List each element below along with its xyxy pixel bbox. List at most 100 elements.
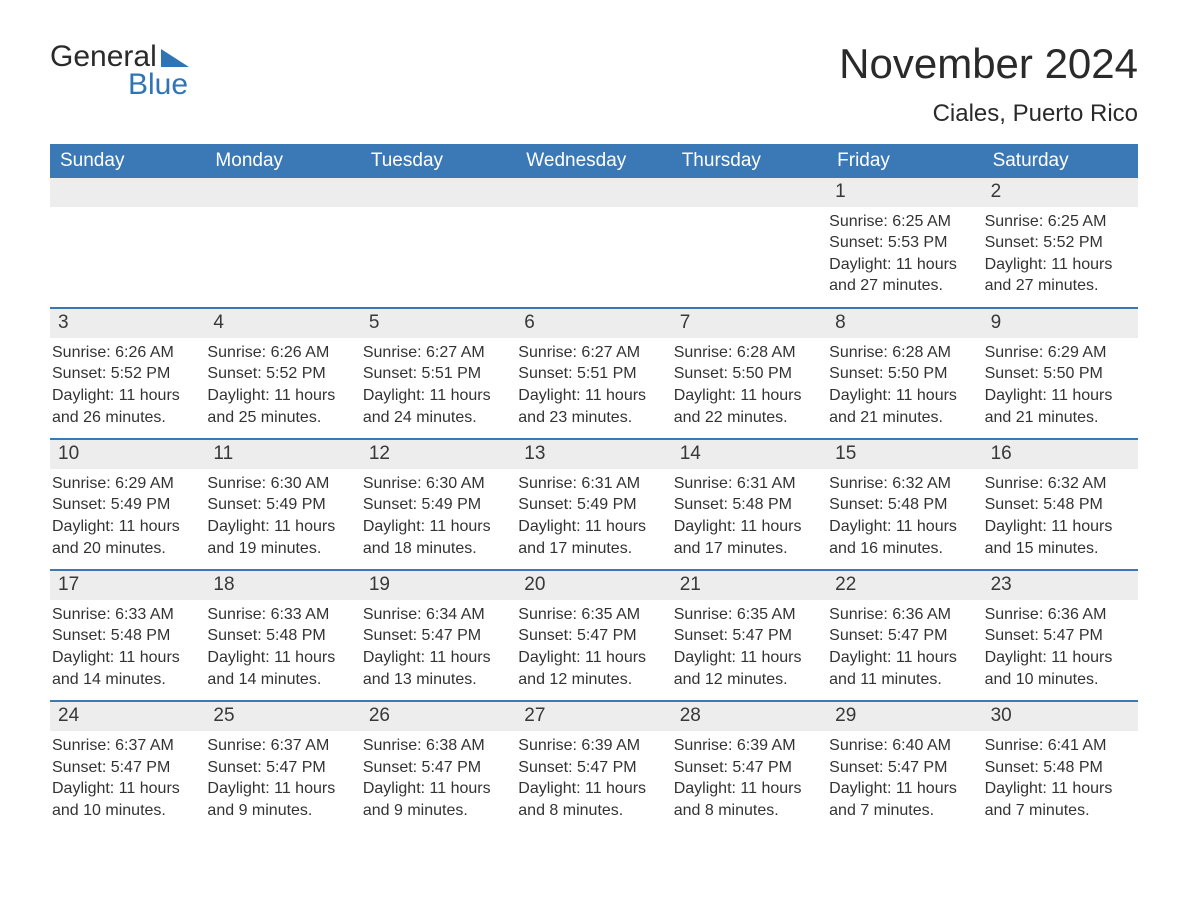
logo: General Blue <box>50 40 189 102</box>
calendar-cell: 11Sunrise: 6:30 AMSunset: 5:49 PMDayligh… <box>205 440 360 569</box>
sunset-line: Sunset: 5:47 PM <box>363 757 510 779</box>
sunset-line: Sunset: 5:53 PM <box>829 232 976 254</box>
calendar-cell: 25Sunrise: 6:37 AMSunset: 5:47 PMDayligh… <box>205 702 360 831</box>
calendar-cell: 10 Sunrise: 6:29 AMSunset: 5:49 PMDayligh… <box>50 440 205 569</box>
day-info: Sunrise: 6:25 AMSunset: 5:52 PMDaylight:… <box>983 207 1138 307</box>
day-info: Sunrise: 6:31 AMSunset: 5:48 PMDaylight:… <box>672 469 827 569</box>
sunset-line: Sunset: 5:48 PM <box>985 757 1132 779</box>
calendar-cell: 1Sunrise: 6:25 AMSunset: 5:53 PMDaylight… <box>827 178 982 307</box>
day-number: 18 <box>205 571 360 600</box>
daylight-line: Daylight: 11 hours and 16 minutes. <box>829 516 976 559</box>
sunrise-line: Sunrise: 6:40 AM <box>829 735 976 757</box>
calendar-cell: 30Sunrise: 6:41 AMSunset: 5:48 PMDayligh… <box>983 702 1138 831</box>
day-info: Sunrise: 6:36 AMSunset: 5:47 PMDaylight:… <box>827 600 982 700</box>
calendar-cell: 21Sunrise: 6:35 AMSunset: 5:47 PMDayligh… <box>672 571 827 700</box>
sunrise-line: Sunrise: 6:27 AM <box>363 342 510 364</box>
day-number: 10 <box>50 440 205 469</box>
day-info: Sunrise: 6:39 AMSunset: 5:47 PMDaylight:… <box>516 731 671 831</box>
calendar-cell <box>672 178 827 307</box>
daylight-line: Daylight: 11 hours and 26 minutes. <box>52 385 199 428</box>
calendar-cell: 13Sunrise: 6:31 AMSunset: 5:49 PMDayligh… <box>516 440 671 569</box>
daylight-line: Daylight: 11 hours and 9 minutes. <box>363 778 510 821</box>
sunset-line: Sunset: 5:48 PM <box>674 494 821 516</box>
day-info: Sunrise: 6:37 AMSunset: 5:47 PMDaylight:… <box>50 731 205 831</box>
day-number: 2 <box>983 178 1138 207</box>
day-number: 5 <box>361 309 516 338</box>
sunset-line: Sunset: 5:47 PM <box>207 757 354 779</box>
day-info: Sunrise: 6:27 AMSunset: 5:51 PMDaylight:… <box>361 338 516 438</box>
daylight-line: Daylight: 11 hours and 24 minutes. <box>363 385 510 428</box>
calendar-cell <box>50 178 205 307</box>
week-row: 1Sunrise: 6:25 AMSunset: 5:53 PMDaylight… <box>50 178 1138 307</box>
day-info: Sunrise: 6:41 AMSunset: 5:48 PMDaylight:… <box>983 731 1138 831</box>
sunset-line: Sunset: 5:47 PM <box>985 625 1132 647</box>
calendar-cell: 2Sunrise: 6:25 AMSunset: 5:52 PMDaylight… <box>983 178 1138 307</box>
daylight-line: Daylight: 11 hours and 7 minutes. <box>985 778 1132 821</box>
day-number-empty <box>50 178 205 207</box>
sunrise-line: Sunrise: 6:39 AM <box>674 735 821 757</box>
sunrise-line: Sunrise: 6:30 AM <box>207 473 354 495</box>
sunrise-line: Sunrise: 6:35 AM <box>518 604 665 626</box>
day-info: Sunrise: 6:32 AMSunset: 5:48 PMDaylight:… <box>983 469 1138 569</box>
day-info: Sunrise: 6:35 AMSunset: 5:47 PMDaylight:… <box>672 600 827 700</box>
sunset-line: Sunset: 5:47 PM <box>829 625 976 647</box>
page-title: November 2024 <box>839 40 1138 88</box>
daylight-line: Daylight: 11 hours and 13 minutes. <box>363 647 510 690</box>
sunrise-line: Sunrise: 6:29 AM <box>985 342 1132 364</box>
calendar-cell: 9Sunrise: 6:29 AMSunset: 5:50 PMDaylight… <box>983 309 1138 438</box>
day-number-empty <box>516 178 671 207</box>
calendar-cell: 27Sunrise: 6:39 AMSunset: 5:47 PMDayligh… <box>516 702 671 831</box>
calendar-cell <box>205 178 360 307</box>
daylight-line: Daylight: 11 hours and 14 minutes. <box>52 647 199 690</box>
daylight-line: Daylight: 11 hours and 20 minutes. <box>52 516 199 559</box>
daylight-line: Daylight: 11 hours and 14 minutes. <box>207 647 354 690</box>
sunrise-line: Sunrise: 6:34 AM <box>363 604 510 626</box>
day-info: Sunrise: 6:28 AMSunset: 5:50 PMDaylight:… <box>827 338 982 438</box>
day-number-empty <box>361 178 516 207</box>
sunset-line: Sunset: 5:52 PM <box>985 232 1132 254</box>
calendar-cell: 4Sunrise: 6:26 AMSunset: 5:52 PMDaylight… <box>205 309 360 438</box>
sunset-line: Sunset: 5:49 PM <box>52 494 199 516</box>
daylight-line: Daylight: 11 hours and 21 minutes. <box>985 385 1132 428</box>
day-number: 22 <box>827 571 982 600</box>
sunset-line: Sunset: 5:47 PM <box>674 757 821 779</box>
sunset-line: Sunset: 5:51 PM <box>518 363 665 385</box>
daylight-line: Daylight: 11 hours and 18 minutes. <box>363 516 510 559</box>
sunrise-line: Sunrise: 6:33 AM <box>52 604 199 626</box>
sunrise-line: Sunrise: 6:36 AM <box>985 604 1132 626</box>
calendar-cell: 17Sunrise: 6:33 AMSunset: 5:48 PMDayligh… <box>50 571 205 700</box>
daylight-line: Daylight: 11 hours and 7 minutes. <box>829 778 976 821</box>
calendar: SundayMondayTuesdayWednesdayThursdayFrid… <box>50 144 1138 831</box>
daylight-line: Daylight: 11 hours and 17 minutes. <box>674 516 821 559</box>
daylight-line: Daylight: 11 hours and 19 minutes. <box>207 516 354 559</box>
dayhead-thursday: Thursday <box>672 144 827 178</box>
sunrise-line: Sunrise: 6:38 AM <box>363 735 510 757</box>
day-info: Sunrise: 6:30 AMSunset: 5:49 PMDaylight:… <box>361 469 516 569</box>
daylight-line: Daylight: 11 hours and 8 minutes. <box>518 778 665 821</box>
day-number: 24 <box>50 702 205 731</box>
sunrise-line: Sunrise: 6:29 AM <box>52 473 199 495</box>
day-info: Sunrise: 6:32 AMSunset: 5:48 PMDaylight:… <box>827 469 982 569</box>
day-number: 12 <box>361 440 516 469</box>
day-number: 27 <box>516 702 671 731</box>
day-info: Sunrise: 6:30 AMSunset: 5:49 PMDaylight:… <box>205 469 360 569</box>
daylight-line: Daylight: 11 hours and 15 minutes. <box>985 516 1132 559</box>
header: General Blue November 2024 Ciales, Puert… <box>50 40 1138 128</box>
day-number: 13 <box>516 440 671 469</box>
dayhead-saturday: Saturday <box>983 144 1138 178</box>
sunset-line: Sunset: 5:50 PM <box>829 363 976 385</box>
sunset-line: Sunset: 5:48 PM <box>829 494 976 516</box>
sunset-line: Sunset: 5:48 PM <box>985 494 1132 516</box>
sunrise-line: Sunrise: 6:32 AM <box>985 473 1132 495</box>
daylight-line: Daylight: 11 hours and 22 minutes. <box>674 385 821 428</box>
day-number: 28 <box>672 702 827 731</box>
day-number: 17 <box>50 571 205 600</box>
sunset-line: Sunset: 5:49 PM <box>518 494 665 516</box>
dayhead-monday: Monday <box>205 144 360 178</box>
day-info: Sunrise: 6:35 AMSunset: 5:47 PMDaylight:… <box>516 600 671 700</box>
sunrise-line: Sunrise: 6:28 AM <box>829 342 976 364</box>
day-number: 26 <box>361 702 516 731</box>
day-info: Sunrise: 6:26 AMSunset: 5:52 PMDaylight:… <box>205 338 360 438</box>
sunrise-line: Sunrise: 6:25 AM <box>985 211 1132 233</box>
sunset-line: Sunset: 5:47 PM <box>518 625 665 647</box>
